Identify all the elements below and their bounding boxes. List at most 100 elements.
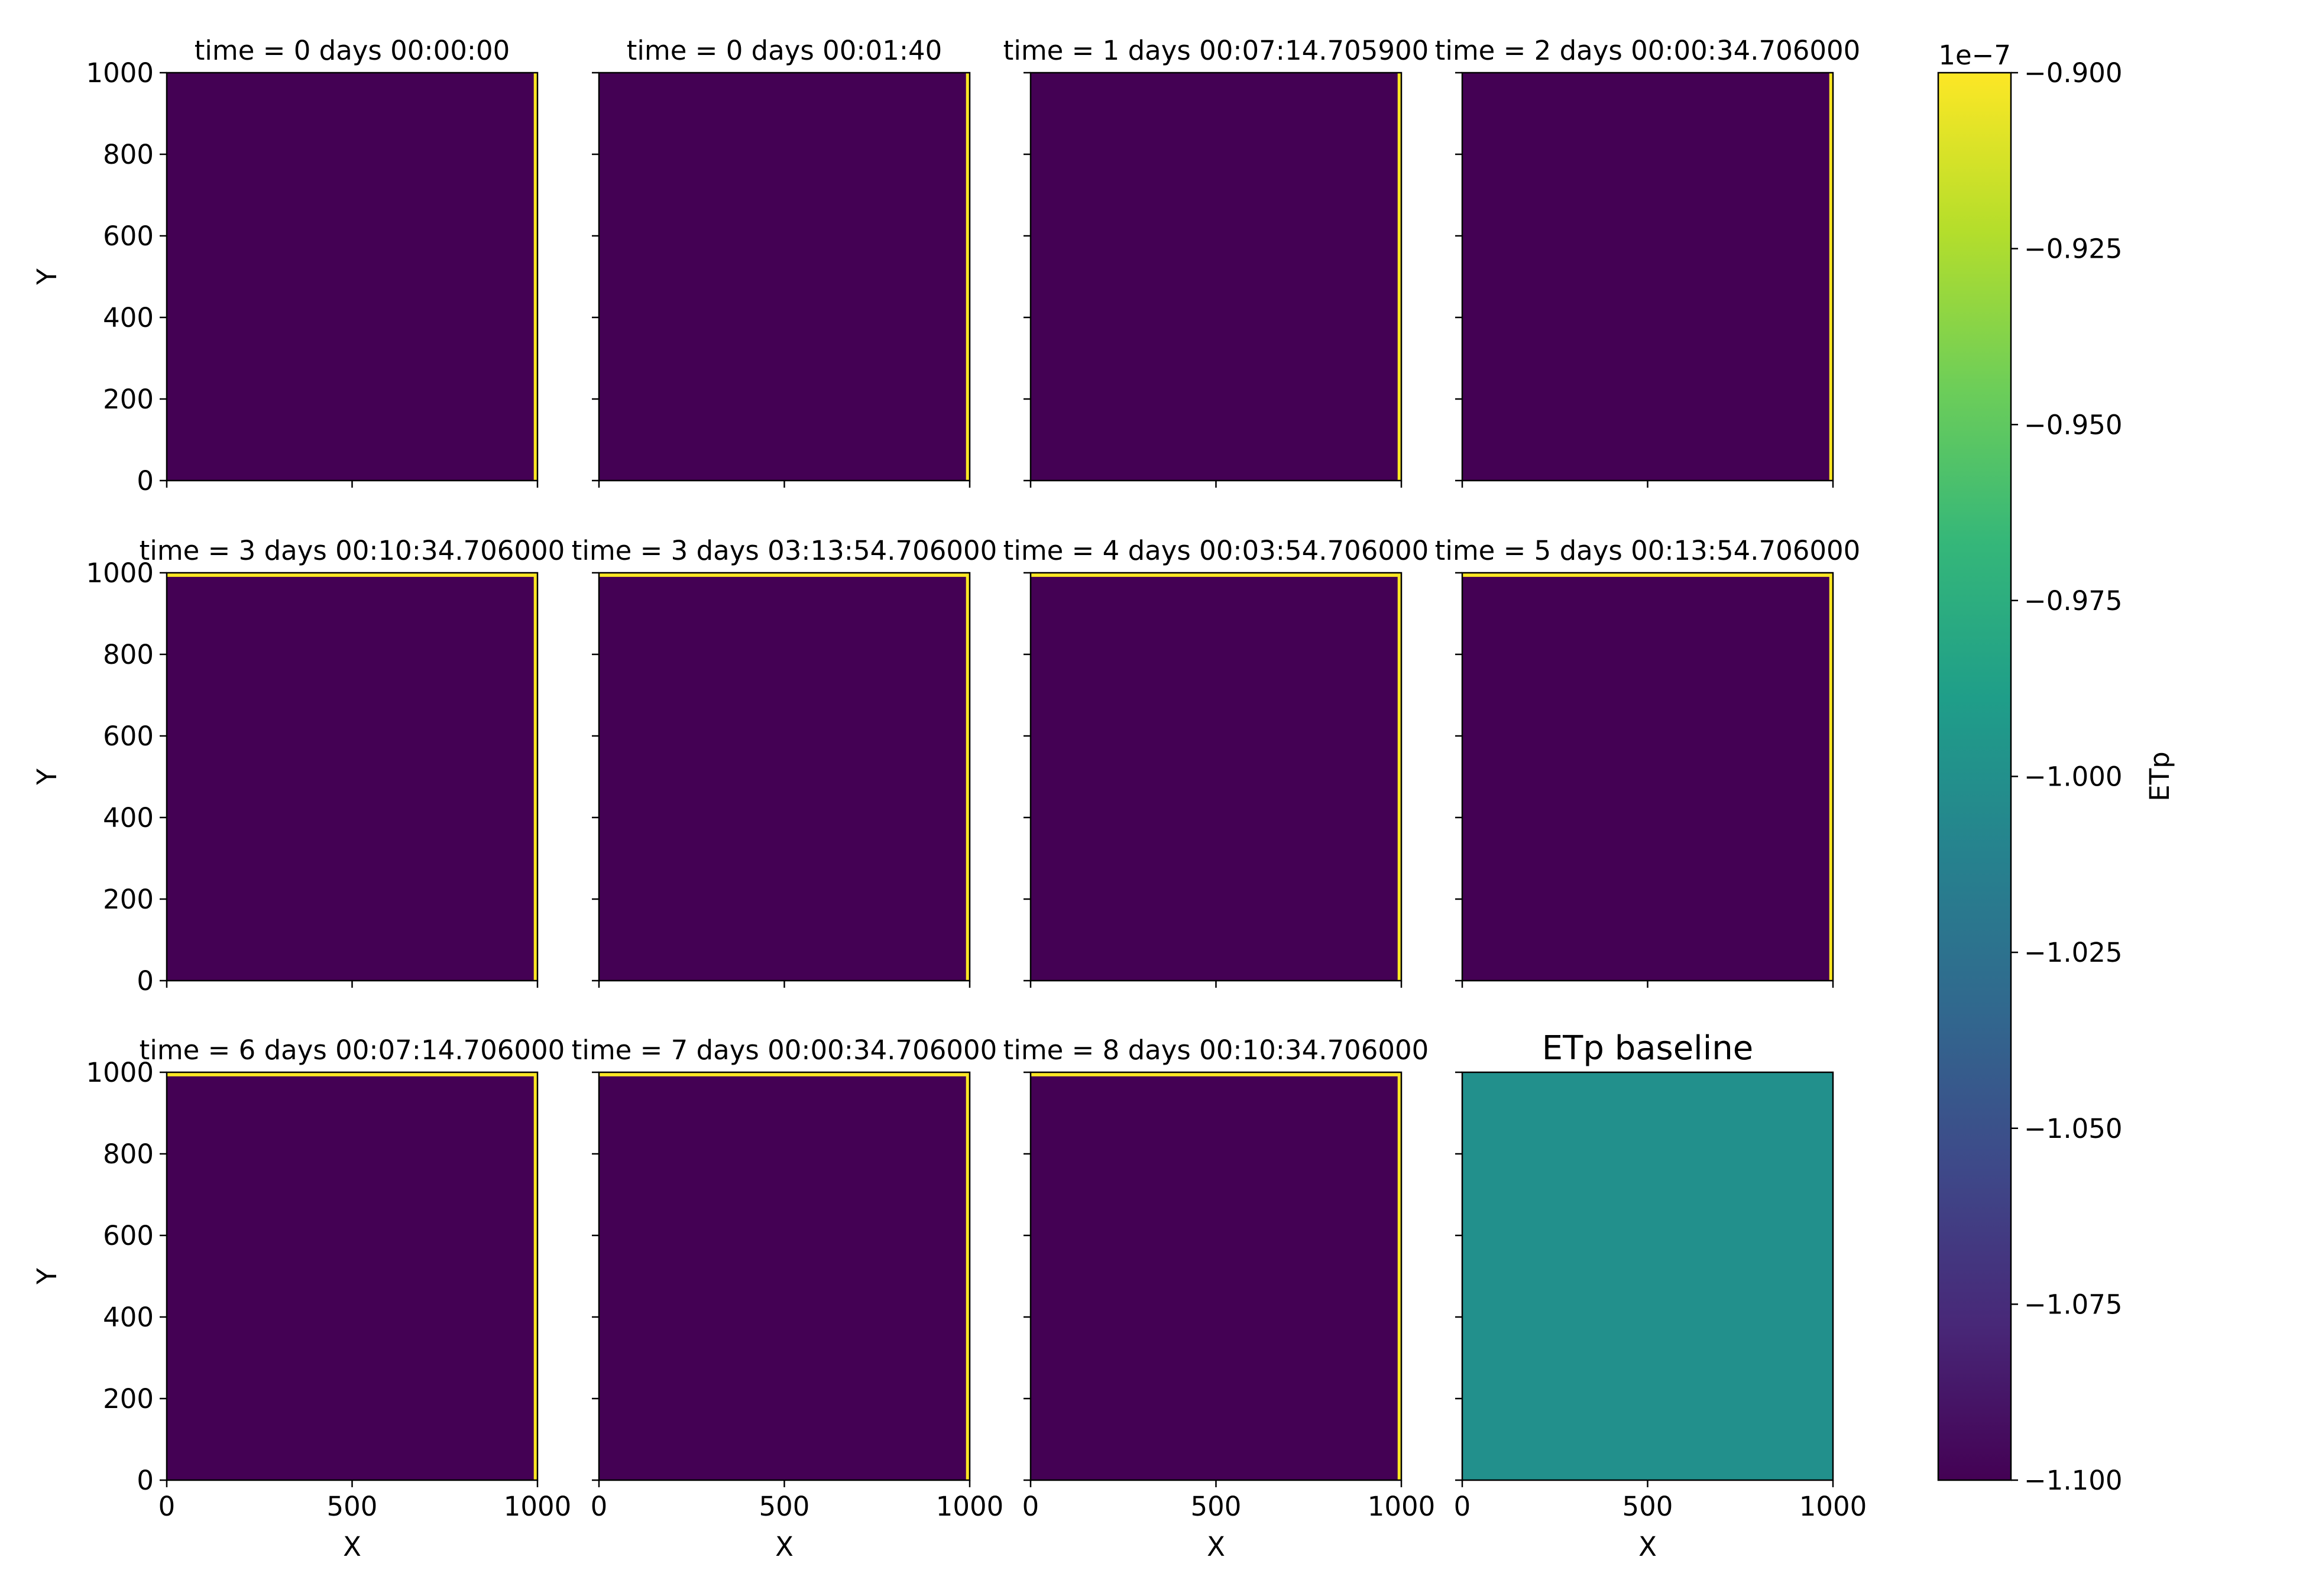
colorbar-tick-label: −0.925 [2024, 233, 2123, 265]
x-tick-label: 500 [327, 1491, 378, 1522]
heatmap-edge-right [1397, 73, 1401, 481]
y-tick-label: 0 [137, 465, 154, 497]
heatmap-field [1031, 573, 1401, 981]
colorbar-tick-label: −1.000 [2024, 761, 2123, 793]
y-tick-label: 400 [103, 302, 154, 333]
heatmap-field [1031, 1072, 1401, 1480]
heatmap-field [167, 573, 537, 981]
x-axis-label: X [1207, 1531, 1225, 1562]
panel-title: time = 0 days 00:01:40 [627, 35, 943, 66]
colorbar-gradient [1938, 73, 2011, 1480]
panel-title: time = 2 days 00:00:34.706000 [1435, 35, 1861, 66]
heatmap-field [599, 73, 970, 481]
panel-title: time = 3 days 00:10:34.706000 [140, 535, 565, 566]
heatmap-edge-top [167, 1072, 537, 1076]
heatmap-edge-right [1397, 573, 1401, 981]
colorbar-offset-text: 1e−7 [1938, 40, 2011, 71]
panel-1: 0 200 400 600 800 1000 time = 0 days 00:00:00 Y [31, 35, 539, 497]
x-tick-label: 500 [1622, 1491, 1673, 1522]
y-tick-label: 400 [103, 1302, 154, 1333]
y-axis-label: Y [31, 768, 63, 786]
y-tick-label: 800 [103, 139, 154, 170]
x-tick-label: 1000 [1368, 1491, 1436, 1522]
colorbar-tick-label: −0.975 [2024, 585, 2123, 617]
colorbar-tick-label: −1.025 [2024, 937, 2123, 968]
x-tick-label: 500 [1191, 1491, 1242, 1522]
heatmap-edge-right [1829, 73, 1833, 481]
panel-12: 0 500 1000 ETp baseline X [1454, 1029, 1867, 1562]
x-tick-label: 0 [158, 1491, 176, 1522]
y-tick-label: 1000 [86, 1057, 154, 1088]
colorbar-tick-label: −1.075 [2024, 1289, 2123, 1320]
heatmap-field [1031, 73, 1401, 481]
heatmap-edge-right [966, 73, 970, 481]
panel-title: time = 6 days 00:07:14.706000 [140, 1034, 565, 1066]
y-tick-label: 200 [103, 884, 154, 915]
y-tick-label: 0 [137, 1465, 154, 1496]
heatmap-field [167, 73, 537, 481]
colorbar: −0.900 −0.925 −0.950 −0.975 −1.000 −1.025 −1.0… [1937, 40, 2175, 1496]
x-axis-label: X [343, 1531, 361, 1562]
heatmap-edge-top [599, 573, 970, 577]
y-tick-label: 600 [103, 721, 154, 752]
x-tick-label: 0 [1454, 1491, 1471, 1522]
y-tick-label: 600 [103, 1220, 154, 1251]
heatmap-edge-right [1397, 1072, 1401, 1480]
x-tick-label: 1000 [1799, 1491, 1867, 1522]
heatmap-field [167, 1072, 537, 1480]
heatmap-edge-top [599, 1072, 970, 1076]
heatmap-edge-top [1462, 573, 1833, 577]
colorbar-tick-label: −1.050 [2024, 1113, 2123, 1144]
heatmap-edge-right [533, 1072, 537, 1480]
x-tick-label: 0 [591, 1491, 608, 1522]
panel-title: time = 5 days 00:13:54.706000 [1435, 535, 1861, 566]
heatmap-field [1462, 1072, 1833, 1480]
colorbar-tick-label: −0.900 [2024, 57, 2123, 89]
heatmap-field [1462, 573, 1833, 981]
heatmap-edge-right [533, 73, 537, 481]
y-tick-label: 400 [103, 802, 154, 833]
y-tick-label: 1000 [86, 57, 154, 89]
panel-8: time = 5 days 00:13:54.706000 [1435, 535, 1861, 988]
colorbar-label: ETp [2144, 751, 2175, 802]
panel-title: time = 8 days 00:10:34.706000 [1003, 1034, 1429, 1066]
heatmap-edge-right [966, 1072, 970, 1480]
x-tick-label: 0 [1022, 1491, 1039, 1522]
heatmap-edge-right [966, 573, 970, 981]
panel-3: time = 1 days 00:07:14.705900 [1003, 35, 1429, 488]
panel-title: time = 7 days 00:00:34.706000 [572, 1034, 997, 1066]
heatmap-field [599, 1072, 970, 1480]
y-tick-label: 1000 [86, 557, 154, 589]
panel-grid: 0 200 400 600 800 1000 time = 0 days 00:00:00 Y… [31, 35, 1867, 1562]
y-tick-label: 200 [103, 384, 154, 415]
colorbar-tick-label: −0.950 [2024, 409, 2123, 440]
panel-10: 0 500 1000 time = 7 days 00:00:34.706000 X [572, 1034, 1004, 1562]
panel-4: time = 2 days 00:00:34.706000 [1435, 35, 1861, 488]
heatmap-edge-right [533, 573, 537, 981]
y-axis-label: Y [31, 268, 63, 286]
panel-title: time = 4 days 00:03:54.706000 [1003, 535, 1429, 566]
panel-6: time = 3 days 03:13:54.706000 [572, 535, 997, 988]
y-tick-label: 800 [103, 1138, 154, 1170]
x-axis-label: X [1638, 1531, 1657, 1562]
panel-7: time = 4 days 00:03:54.706000 [1003, 535, 1429, 988]
panel-title: time = 3 days 03:13:54.706000 [572, 535, 997, 566]
y-tick-label: 600 [103, 220, 154, 252]
panel-title: time = 1 days 00:07:14.705900 [1003, 35, 1429, 66]
x-tick-label: 500 [759, 1491, 810, 1522]
heatmap-field [599, 573, 970, 981]
y-axis-label: Y [31, 1268, 63, 1285]
panel-2: time = 0 days 00:01:40 [592, 35, 971, 488]
y-tick-label: 200 [103, 1383, 154, 1415]
heatmap-edge-top [167, 573, 537, 577]
heatmap-edge-right [1829, 573, 1833, 981]
x-axis-label: X [775, 1531, 794, 1562]
colorbar-tick-label: −1.100 [2024, 1465, 2123, 1496]
x-tick-label: 1000 [936, 1491, 1004, 1522]
heatmap-edge-top [1031, 1072, 1401, 1076]
y-tick-label: 0 [137, 965, 154, 997]
panel-title: time = 0 days 00:00:00 [195, 35, 510, 66]
